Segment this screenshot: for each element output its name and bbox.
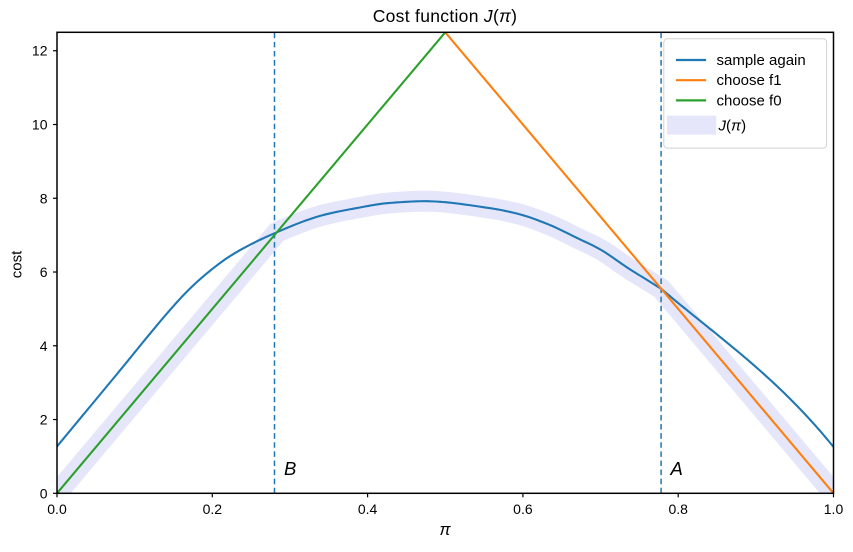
svg-text:cost: cost [9,250,26,278]
svg-text:choose f1: choose f1 [717,72,782,89]
svg-text:10: 10 [32,117,48,133]
svg-text:0: 0 [40,485,48,501]
svg-text:4: 4 [40,338,48,354]
svg-text:0.6: 0.6 [513,501,533,517]
svg-text:6: 6 [40,264,48,280]
svg-text:0.2: 0.2 [203,501,223,517]
svg-text:0.8: 0.8 [668,501,688,517]
svg-text:2: 2 [40,412,48,428]
svg-text:B: B [284,458,296,479]
svg-text:0.4: 0.4 [358,501,378,517]
svg-text:12: 12 [32,43,48,59]
svg-text:π: π [439,521,451,539]
svg-text:J(π): J(π) [718,118,747,135]
svg-text:choose f0: choose f0 [717,92,782,109]
svg-text:8: 8 [40,190,48,206]
svg-text:sample again: sample again [717,52,806,69]
svg-text:0.0: 0.0 [47,501,67,517]
svg-text:A: A [670,458,683,479]
svg-text:1.0: 1.0 [824,501,844,517]
svg-text:Cost function J(π): Cost function J(π) [373,6,518,26]
